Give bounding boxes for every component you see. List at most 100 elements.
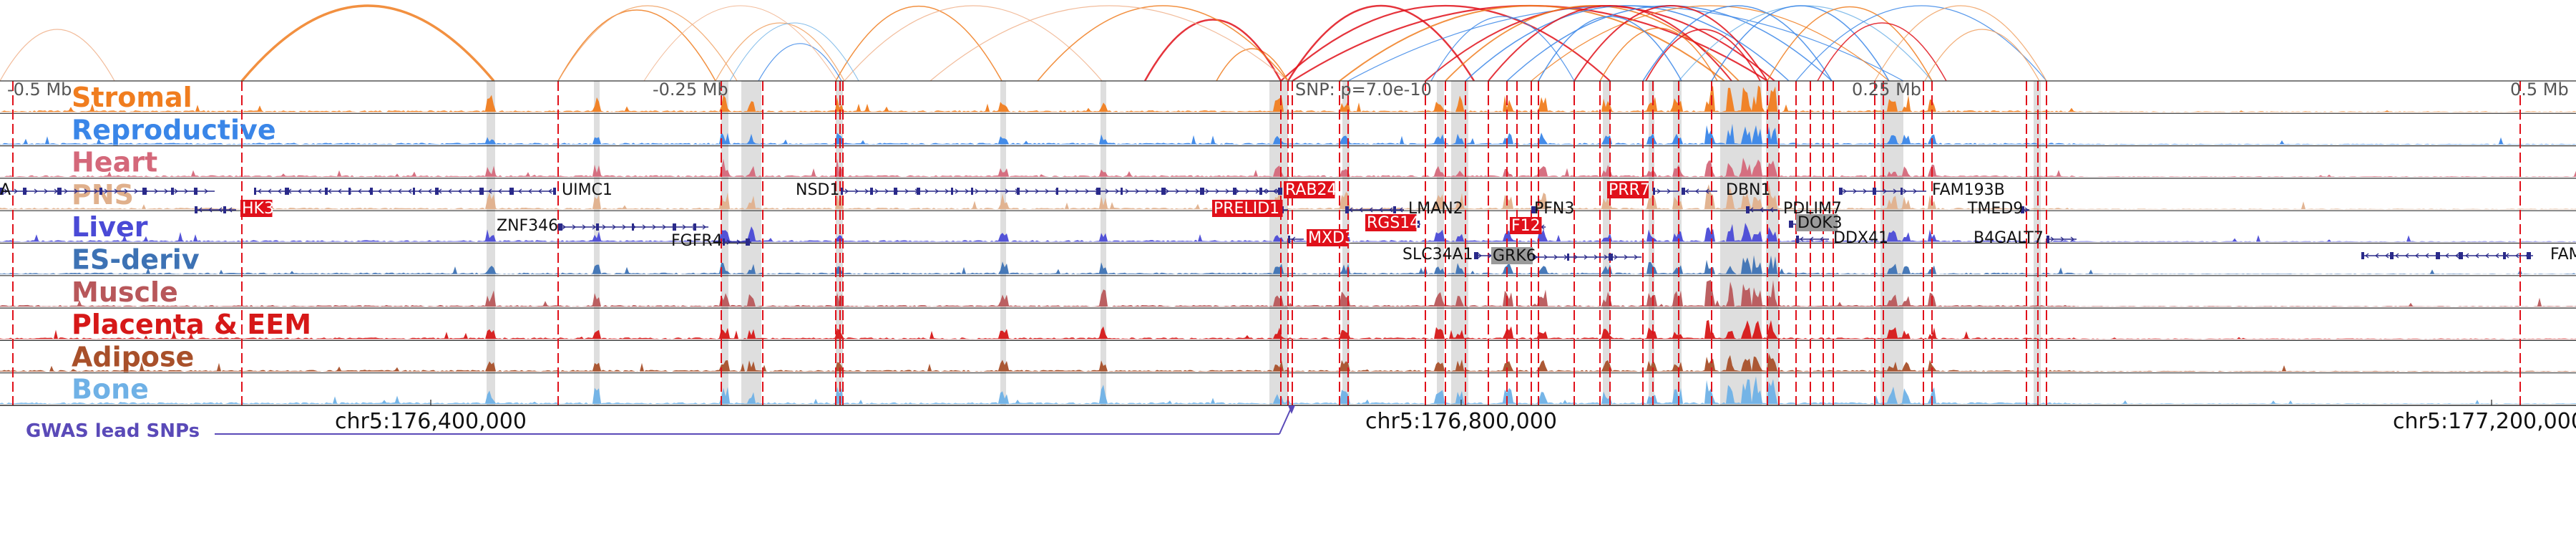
gene-exon xyxy=(0,188,4,195)
interaction-arc xyxy=(729,22,859,82)
strand-arrow xyxy=(1165,188,1169,194)
gene-label: FAM193B xyxy=(1932,181,2005,199)
gene-exon xyxy=(673,223,676,231)
strand-arrow xyxy=(124,188,128,194)
scale-label-plus-half-mb: 0.5 Mb xyxy=(2510,79,2569,100)
interaction-arc xyxy=(1874,5,2047,82)
strand-arrow xyxy=(1145,188,1149,194)
gene-exon xyxy=(1233,188,1236,195)
strand-arrow xyxy=(1273,188,1277,194)
track-label: Reproductive xyxy=(72,114,276,145)
gene-label: PRELID1 xyxy=(1214,200,1279,218)
strand-arrow xyxy=(308,188,312,194)
strand-arrow xyxy=(995,188,999,194)
gene-exon xyxy=(1653,188,1655,195)
strand-arrow xyxy=(1369,207,1373,213)
gene-exon xyxy=(1901,188,1903,195)
strand-arrow xyxy=(408,188,412,194)
strand-arrow xyxy=(1863,188,1867,194)
interaction-arc xyxy=(835,5,1002,82)
strand-arrow xyxy=(682,224,686,230)
gene-exon xyxy=(1121,188,1123,195)
strand-arrow xyxy=(468,188,472,194)
strand-arrow xyxy=(458,188,462,194)
interaction-arc xyxy=(240,4,495,82)
interaction-arc xyxy=(1287,4,1475,82)
gene-exon xyxy=(1345,206,1349,213)
gene-exon xyxy=(1161,188,1166,195)
gene-exon xyxy=(325,188,328,195)
strand-arrow xyxy=(1624,254,1628,260)
strand-arrow xyxy=(104,188,108,194)
strand-arrow xyxy=(2445,253,2449,259)
strand-arrow xyxy=(134,188,138,194)
strand-arrow xyxy=(2365,253,2369,259)
gene-exon xyxy=(171,188,174,195)
interaction-arc xyxy=(643,5,838,82)
strand-arrow xyxy=(2455,253,2459,259)
scale-label-minus-half-mb: -0.5 Mb xyxy=(7,79,72,100)
strand-arrow xyxy=(1800,236,1804,242)
strand-arrow xyxy=(2415,253,2419,259)
strand-arrow xyxy=(844,188,849,194)
strand-arrow xyxy=(44,188,48,194)
strand-arrow xyxy=(2070,236,2074,242)
strand-arrow xyxy=(2515,253,2519,259)
strand-arrow xyxy=(2405,253,2409,259)
strand-arrow xyxy=(2425,253,2429,259)
interaction-arc xyxy=(0,29,115,82)
coordinate-label-2: chr5:176,800,000 xyxy=(1365,409,1557,434)
strand-arrow xyxy=(945,188,949,194)
gene-label: ZNF346 xyxy=(497,217,558,235)
gene-label: UIMC1 xyxy=(562,181,613,199)
strand-arrow xyxy=(702,224,706,230)
gene-exon xyxy=(632,223,634,231)
strand-arrow xyxy=(1349,207,1353,213)
strand-arrow xyxy=(1065,188,1069,194)
gene-exon xyxy=(1096,188,1101,195)
strand-arrow xyxy=(1770,207,1774,213)
strand-arrow xyxy=(1155,188,1159,194)
strand-arrow xyxy=(228,207,233,213)
gene-exon xyxy=(2503,252,2506,259)
strand-arrow xyxy=(572,224,576,230)
strand-arrow xyxy=(318,188,322,194)
interaction-arc xyxy=(930,5,1289,82)
strand-arrow xyxy=(1913,188,1917,194)
gene-label: PFN3 xyxy=(1534,200,1574,218)
strand-arrow xyxy=(164,188,168,194)
strand-arrow xyxy=(268,188,272,194)
strand-arrow xyxy=(1255,188,1259,194)
strand-arrow xyxy=(1205,188,1209,194)
interaction-arc xyxy=(1216,48,1289,82)
strand-arrow xyxy=(864,188,869,194)
strand-arrow xyxy=(388,188,392,194)
strand-arrow xyxy=(1263,188,1267,194)
gene-exon xyxy=(99,188,102,195)
gene-label-highlight xyxy=(240,200,273,217)
gene-label-highlight xyxy=(1212,200,1283,217)
strand-arrow xyxy=(652,224,656,230)
strand-arrow xyxy=(528,188,532,194)
strand-arrow xyxy=(2050,236,2054,242)
track-label: Heart xyxy=(72,147,157,178)
strand-arrow xyxy=(562,224,566,230)
strand-arrow xyxy=(2465,253,2469,259)
gene-exon xyxy=(142,188,147,195)
strand-arrow xyxy=(1685,188,1689,194)
gene-label-highlight xyxy=(1284,181,1335,198)
strand-arrow xyxy=(1604,254,1608,260)
gene-exon xyxy=(2046,236,2049,243)
interaction-arc xyxy=(1642,5,1833,82)
strand-arrow xyxy=(548,188,552,194)
strand-arrow xyxy=(1533,254,1538,260)
interaction-arc xyxy=(844,5,1103,82)
strand-arrow xyxy=(1760,207,1764,213)
strand-arrow xyxy=(854,188,859,194)
strand-arrow xyxy=(1245,188,1249,194)
gene-exon xyxy=(870,188,873,195)
strand-arrow xyxy=(1614,254,1618,260)
interaction-arc xyxy=(1339,5,1725,82)
gene-label: DDX41 xyxy=(1833,229,1888,247)
track-label: Muscle xyxy=(72,276,178,308)
